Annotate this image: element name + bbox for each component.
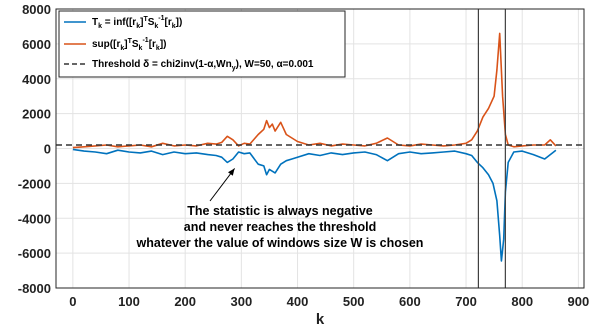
x-tick-label: 400 — [287, 294, 309, 309]
series-line-inf — [72, 148, 557, 262]
legend-text-run: Threshold δ = chi2inv(1-α,Wn — [92, 59, 232, 70]
y-tick-label: 0 — [44, 142, 51, 157]
legend-subscript: k — [154, 23, 158, 30]
x-tick-label: 600 — [399, 294, 421, 309]
legend-subscript: k — [120, 45, 124, 52]
legend-label-sup: sup([rk]TSk-1[rk]) — [92, 37, 167, 52]
legend-label-inf: Tk = inf([rk]TSk-1[rk]) — [92, 15, 182, 30]
y-tick-label: -2000 — [18, 176, 51, 191]
legend-text-run: S — [148, 17, 155, 28]
legend-text-run: ]) — [176, 17, 183, 28]
legend-label-threshold: Threshold δ = chi2inv(1-α,Wny), W=50, α=… — [92, 59, 314, 72]
x-axis-label: k — [316, 311, 325, 327]
x-tick-label: 100 — [118, 294, 140, 309]
annotation-line: and never reaches the threshold — [184, 220, 376, 234]
legend-text-run: S — [132, 39, 139, 50]
legend-text-run: ]) — [160, 39, 167, 50]
x-tick-label: 200 — [174, 294, 196, 309]
x-tick-label: 800 — [511, 294, 533, 309]
x-tick-label: 700 — [455, 294, 477, 309]
x-tick-label: 500 — [343, 294, 365, 309]
annotation-line: The statistic is always negative — [187, 204, 373, 218]
legend: Tk = inf([rk]TSk-1[rk])sup([rk]TSk-1[rk]… — [58, 10, 346, 78]
legend-superscript: -1 — [158, 15, 164, 22]
y-tick-label: -8000 — [18, 281, 51, 296]
plot-frame — [55, 8, 585, 289]
annotation-line: whatever the value of windows size W is … — [136, 236, 424, 250]
legend-subscript: k — [139, 45, 143, 52]
legend-superscript: T — [143, 16, 148, 23]
legend-text-run: = inf([r — [102, 17, 136, 28]
legend-text-run: sup([r — [92, 39, 120, 50]
annotation: The statistic is always negative and neve… — [136, 168, 424, 250]
x-tick-label: 300 — [231, 294, 253, 309]
legend-subscript: k — [156, 45, 160, 52]
legend-subscript: k — [98, 23, 102, 30]
legend-text-run: ] — [124, 39, 127, 50]
y-tick-label: 8000 — [22, 2, 51, 17]
x-tick-label: 0 — [69, 294, 76, 309]
legend-text-run: T — [92, 17, 98, 28]
annotation-arrowhead — [228, 168, 235, 176]
legend-subscript: k — [136, 23, 140, 30]
legend-superscript: T — [128, 38, 133, 45]
legend-text-run: [r — [165, 17, 172, 28]
y-tick-label: -4000 — [18, 211, 51, 226]
legend-subscript: y — [232, 65, 236, 72]
legend-text-run: ] — [140, 17, 143, 28]
legend-box — [58, 10, 346, 78]
tick-labels: 0 100 200 300 400 500 600 700 800 900 -8000 -6000 -4… — [18, 2, 589, 309]
legend-text-run: ), W=50, α=0.001 — [236, 59, 314, 70]
legend-subscript: k — [172, 23, 176, 30]
x-tick-label: 900 — [568, 294, 590, 309]
legend-text-run: [r — [149, 39, 156, 50]
series-lines — [56, 9, 584, 288]
y-tick-label: -6000 — [18, 246, 51, 261]
y-tick-label: 2000 — [22, 107, 51, 122]
y-tick-label: 4000 — [22, 72, 51, 87]
y-tick-label: 6000 — [22, 37, 51, 52]
legend-superscript: -1 — [142, 37, 148, 44]
